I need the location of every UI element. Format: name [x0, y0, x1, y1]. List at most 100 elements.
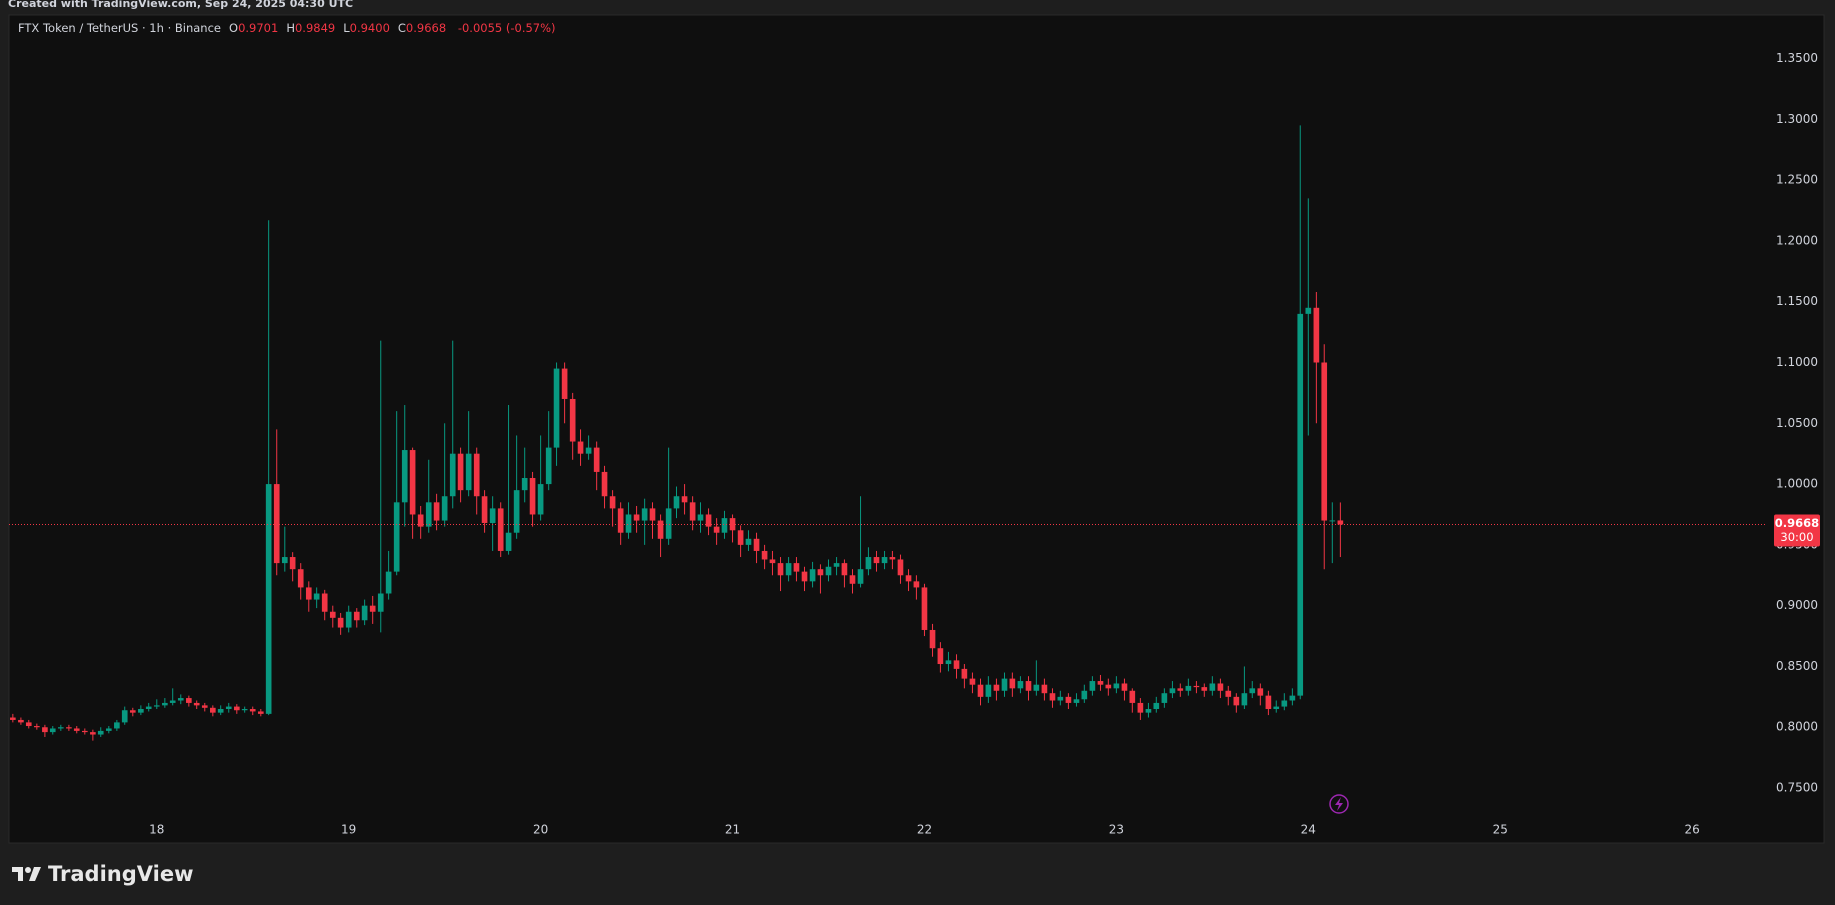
candle-body	[905, 575, 912, 582]
candle-body	[42, 727, 48, 733]
candle-body	[393, 502, 400, 572]
candle-body	[1257, 688, 1264, 696]
candle-body	[145, 706, 152, 710]
candle-body	[1329, 520, 1336, 522]
candle-body	[66, 727, 72, 729]
candle-body	[1017, 681, 1024, 689]
candle-body	[353, 611, 360, 621]
candle-body	[825, 566, 832, 576]
brand-logo[interactable]: TradingView	[12, 862, 193, 886]
y-tick-label: 1.3500	[1776, 51, 1818, 65]
candle-body	[1129, 690, 1136, 703]
candle-body	[761, 550, 768, 560]
candle-body	[697, 514, 704, 521]
candle-body	[473, 453, 480, 497]
candle-body	[529, 478, 536, 515]
ohlc-readout: O0.9701 H0.9849 L0.9400 C0.9668	[221, 21, 446, 35]
candle-body	[1217, 683, 1224, 691]
candle-body	[1297, 313, 1304, 696]
candle-body	[1105, 684, 1112, 689]
brand-name: TradingView	[48, 862, 194, 886]
candle-body	[1225, 690, 1232, 697]
readout-label: L	[343, 21, 350, 35]
watermark: Created with TradingView.com, Sep 24, 20…	[8, 0, 354, 10]
candle-body	[417, 514, 424, 527]
candle-body	[953, 660, 960, 669]
y-tick-label: 0.9000	[1776, 598, 1818, 612]
readout-label: H	[286, 21, 295, 35]
y-tick-label: 0.7500	[1776, 781, 1818, 795]
candle-body	[1209, 683, 1216, 691]
candle-body	[369, 605, 376, 612]
candle-body	[897, 559, 904, 576]
candle-body	[425, 502, 432, 527]
candle-body	[553, 368, 560, 448]
candle-body	[1169, 688, 1176, 694]
readout-value: 0.9668	[405, 21, 447, 35]
candle-body	[1185, 685, 1192, 691]
readout-value: 0.9400	[349, 21, 390, 35]
candle-body	[1281, 700, 1288, 707]
candle-body	[153, 705, 160, 707]
candle-body	[1025, 681, 1032, 691]
candle-body	[889, 557, 896, 560]
candle-body	[801, 571, 808, 582]
candle-body	[673, 496, 680, 509]
symbol-title: FTX Token / TetherUS · 1h · Binance	[18, 21, 221, 35]
y-tick-label: 1.0500	[1776, 416, 1818, 430]
x-tick-label: 23	[1109, 823, 1124, 837]
candle-body	[737, 530, 744, 545]
y-tick-label: 1.1000	[1776, 355, 1818, 369]
y-tick-label: 1.0000	[1776, 477, 1818, 491]
candle-body	[753, 538, 760, 551]
y-tick-label: 1.1500	[1776, 294, 1818, 308]
last-price-box	[1774, 514, 1820, 547]
x-tick-label: 20	[533, 823, 548, 837]
candle-body	[849, 575, 856, 584]
candle-body	[513, 490, 520, 533]
candle-body	[1321, 362, 1328, 521]
candle-body	[433, 502, 440, 521]
candle-body	[257, 711, 264, 714]
candle-body	[73, 728, 80, 731]
candle-body	[209, 707, 216, 713]
candle-body	[1233, 696, 1240, 706]
candle-body	[961, 668, 968, 679]
candle-body	[705, 514, 712, 527]
candle-body	[225, 706, 232, 710]
candle-body	[481, 496, 488, 523]
candle-body	[81, 730, 88, 733]
x-tick-label: 22	[917, 823, 932, 837]
candle-body	[177, 698, 184, 701]
candle-body	[465, 453, 472, 491]
logo-mark	[12, 867, 41, 881]
x-tick-label: 19	[341, 823, 356, 837]
candle-body	[233, 706, 240, 711]
candle-body	[601, 471, 608, 497]
candle-body	[57, 727, 64, 729]
candle-body	[337, 617, 344, 628]
candle-body	[313, 593, 320, 600]
candle-body	[945, 660, 952, 665]
candle-body	[561, 368, 568, 399]
candle-body	[241, 709, 248, 711]
candle-body	[90, 732, 96, 735]
candle-body	[25, 722, 32, 727]
candle-body	[1001, 678, 1008, 691]
candle-body	[929, 629, 936, 649]
candle-body	[505, 532, 512, 551]
candle-body	[1065, 696, 1072, 703]
candle-body	[657, 520, 664, 539]
candle-body	[713, 526, 720, 533]
legend: FTX Token / TetherUS · 1h · Binance O0.97…	[18, 21, 556, 35]
x-tick-label: 21	[725, 823, 740, 837]
candle-body	[49, 728, 56, 733]
candle-body	[545, 447, 552, 485]
candle-body	[1241, 693, 1248, 706]
chart-background	[8, 14, 1825, 844]
candle-body	[1161, 693, 1168, 703]
x-tick-label: 18	[149, 823, 164, 837]
candle-body	[1049, 693, 1056, 701]
candle-body	[497, 508, 504, 551]
candle-body	[449, 453, 456, 497]
